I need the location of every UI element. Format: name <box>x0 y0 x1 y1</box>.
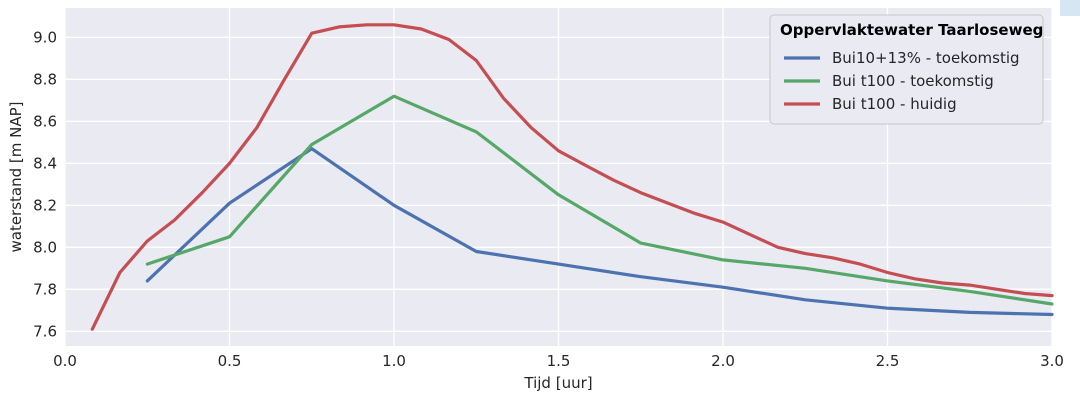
x-tick-label: 0.5 <box>218 352 242 370</box>
series-lines <box>90 23 1054 331</box>
y-tick-label: 7.6 <box>33 322 57 340</box>
x-axis-label: Tijd [uur] <box>523 374 592 392</box>
legend: Oppervlaktewater Taarloseweg Bui10+13% -… <box>769 14 1044 125</box>
corner-decoration <box>1060 0 1080 16</box>
x-tick-label: 1.0 <box>382 352 406 370</box>
y-tick-label: 8.8 <box>33 70 57 88</box>
x-tick-label: 3.0 <box>1040 352 1064 370</box>
series-line-2 <box>145 94 1054 306</box>
y-tick-label: 8.4 <box>33 154 57 172</box>
y-axis-label: waterstand [m NAP] <box>7 101 25 252</box>
y-tick-label: 9.0 <box>33 28 57 46</box>
legend-label: Bui t100 - huidig <box>832 95 957 113</box>
y-tick-label: 8.6 <box>33 112 57 130</box>
legend-title: Oppervlaktewater Taarloseweg <box>780 21 1043 39</box>
y-tick-label: 8.2 <box>33 196 57 214</box>
y-tick-label: 7.8 <box>33 280 57 298</box>
x-axis-ticks: 0.0 0.5 1.0 1.5 2.0 2.5 3.0 <box>53 352 1064 370</box>
legend-entries: Bui10+13% - toekomstig Bui t100 - toekoms… <box>784 49 1020 113</box>
legend-label: Bui t100 - toekomstig <box>832 72 994 90</box>
x-tick-label: 1.5 <box>547 352 571 370</box>
y-axis-ticks: 7.6 7.8 8.0 8.2 8.4 8.6 8.8 9.0 <box>33 28 57 340</box>
legend-box <box>769 14 1044 125</box>
x-tick-label: 2.0 <box>711 352 735 370</box>
y-tick-label: 8.0 <box>33 238 57 256</box>
series-line-3 <box>90 23 1054 331</box>
x-tick-label: 2.5 <box>876 352 900 370</box>
legend-label: Bui10+13% - toekomstig <box>832 49 1020 67</box>
x-tick-label: 0.0 <box>53 352 77 370</box>
